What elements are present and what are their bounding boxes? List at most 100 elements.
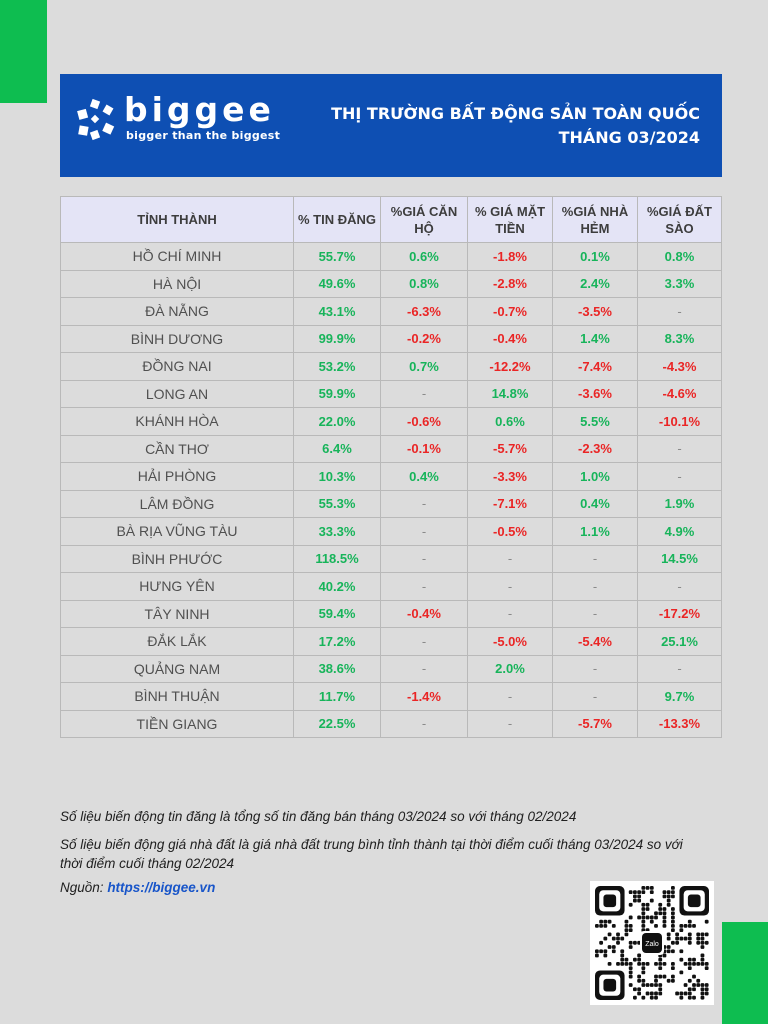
page-subtitle: THÁNG 03/2024 (558, 128, 700, 147)
value-cell: 99.9% (293, 324, 381, 353)
table-row: HỒ CHÍ MINH 55.7% 0.6% -1.8% 0.1% 0.8% (60, 242, 722, 271)
province-cell: HỒ CHÍ MINH (60, 242, 294, 271)
value-cell: - (380, 709, 468, 738)
value-cell: -4.6% (637, 379, 722, 408)
table-body: HỒ CHÍ MINH 55.7% 0.6% -1.8% 0.1% 0.8% HÀ NỘI 4… (60, 242, 722, 738)
province-cell: ĐỒNG NAI (60, 352, 294, 381)
value-cell: - (380, 627, 468, 656)
value-cell: 5.5% (552, 407, 638, 436)
value-cell: -17.2% (637, 599, 722, 628)
value-cell: 0.8% (380, 269, 468, 298)
value-cell: - (380, 654, 468, 683)
source-label: Nguồn: (60, 880, 104, 895)
table-row: LONG AN 59.9% -14.8% -3.6% -4.6% (60, 379, 722, 408)
value-cell: 3.3% (637, 269, 722, 298)
value-cell: 11.7% (293, 682, 381, 711)
value-cell: 8.3% (637, 324, 722, 353)
column-header-alley-house: %GIÁ NHÀ HẺM (552, 196, 638, 243)
value-cell: -7.4% (552, 352, 638, 381)
biggee-logo-icon (77, 98, 115, 141)
value-cell: 1.0% (552, 462, 638, 491)
value-cell: -0.4% (380, 599, 468, 628)
value-cell: 55.3% (293, 489, 381, 518)
value-cell: -5.7% (467, 434, 553, 463)
value-cell: - (637, 297, 722, 326)
source-line: Nguồn: https://biggee.vn (60, 880, 215, 895)
value-cell: 25.1% (637, 627, 722, 656)
value-cell: -0.6% (380, 407, 468, 436)
value-cell: - (380, 572, 468, 601)
value-cell: -5.7% (552, 709, 638, 738)
decor-green-block-bottom (722, 922, 768, 1024)
table-row: BÌNH THUẬN 11.7% -1.4% - -9.7% (60, 682, 722, 711)
value-cell: - (552, 654, 638, 683)
note-listings: Số liệu biến động tin đăng là tổng số ti… (60, 809, 577, 824)
table-row: HƯNG YÊN 40.2% - - - - (60, 572, 722, 601)
value-cell: - (467, 709, 553, 738)
column-header-apartment: %GIÁ CĂN HỘ (380, 196, 468, 243)
value-cell: 4.9% (637, 517, 722, 546)
value-cell: - (467, 682, 553, 711)
value-cell: - (552, 544, 638, 573)
value-cell: 0.1% (552, 242, 638, 271)
table-row: KHÁNH HÒA 22.0% -0.6% 0.6% 5.5% -10.1% (60, 407, 722, 436)
province-cell: QUẢNG NAM (60, 654, 294, 683)
province-cell: ĐẮK LẮK (60, 627, 294, 656)
table-row: QUẢNG NAM 38.6% -2.0% - - (60, 654, 722, 683)
value-cell: 22.5% (293, 709, 381, 738)
province-cell: HẢI PHÒNG (60, 462, 294, 491)
value-cell: 38.6% (293, 654, 381, 683)
value-cell: -5.4% (552, 627, 638, 656)
value-cell: - (552, 682, 638, 711)
value-cell: 0.8% (637, 242, 722, 271)
table-row: HÀ NỘI 49.6% 0.8% -2.8% 2.4% 3.3% (60, 269, 722, 298)
value-cell: -10.1% (637, 407, 722, 436)
value-cell: -2.8% (467, 269, 553, 298)
column-header-street-front: % GIÁ MẶT TIỀN (467, 196, 553, 243)
value-cell: 0.7% (380, 352, 468, 381)
value-cell: 0.4% (552, 489, 638, 518)
value-cell: - (467, 572, 553, 601)
value-cell: -3.3% (467, 462, 553, 491)
province-cell: HƯNG YÊN (60, 572, 294, 601)
value-cell: - (637, 654, 722, 683)
province-cell: BÌNH PHƯỚC (60, 544, 294, 573)
value-cell: 10.3% (293, 462, 381, 491)
value-cell: -1.4% (380, 682, 468, 711)
column-header-province: TỈNH THÀNH (60, 196, 294, 243)
source-link[interactable]: https://biggee.vn (107, 880, 216, 895)
value-cell: -12.2% (467, 352, 553, 381)
note-prices: Số liệu biến động giá nhà đất là giá nhà… (60, 837, 683, 871)
value-cell: -4.3% (637, 352, 722, 381)
value-cell: -0.1% (380, 434, 468, 463)
value-cell: - (380, 379, 468, 408)
value-cell: 49.6% (293, 269, 381, 298)
value-cell: - (552, 599, 638, 628)
value-cell: 0.6% (467, 407, 553, 436)
table-row: ĐÀ NẴNG 43.1% -6.3% -0.7% -3.5% - (60, 297, 722, 326)
table-row: LÂM ĐỒNG 55.3% - -7.1% 0.4% 1.9% (60, 489, 722, 518)
value-cell: 59.4% (293, 599, 381, 628)
table-row: TÂY NINH 59.4% -0.4% - - -17.2% (60, 599, 722, 628)
province-cell: BÌNH DƯƠNG (60, 324, 294, 353)
value-cell: - (467, 599, 553, 628)
value-cell: 1.1% (552, 517, 638, 546)
province-cell: LONG AN (60, 379, 294, 408)
value-cell: 55.7% (293, 242, 381, 271)
value-cell: 1.4% (552, 324, 638, 353)
value-cell: 40.2% (293, 572, 381, 601)
value-cell: -13.3% (637, 709, 722, 738)
market-table: TỈNH THÀNH % TIN ĐĂNG %GIÁ CĂN HỘ % GIÁ … (60, 196, 722, 738)
value-cell: 33.3% (293, 517, 381, 546)
value-cell: - (637, 572, 722, 601)
value-cell: 17.2% (293, 627, 381, 656)
province-cell: BÌNH THUẬN (60, 682, 294, 711)
province-cell: HÀ NỘI (60, 269, 294, 298)
value-cell: 0.4% (380, 462, 468, 491)
province-cell: LÂM ĐỒNG (60, 489, 294, 518)
province-cell: ĐÀ NẴNG (60, 297, 294, 326)
column-header-land: %GIÁ ĐẤT SÀO (637, 196, 722, 243)
value-cell: -0.5% (467, 517, 553, 546)
value-cell: -5.0% (467, 627, 553, 656)
value-cell: - (552, 572, 638, 601)
